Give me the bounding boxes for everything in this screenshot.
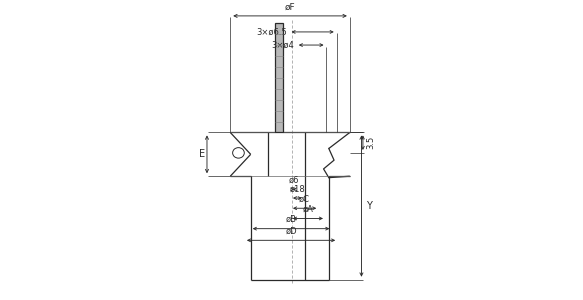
Text: 3×ø4: 3×ø4 [272, 40, 294, 50]
Text: øC: øC [299, 195, 310, 204]
Text: ø18: ø18 [289, 184, 305, 194]
Polygon shape [275, 23, 283, 133]
Text: E: E [199, 149, 205, 159]
Text: øD: øD [285, 227, 297, 236]
Text: Y: Y [366, 201, 372, 211]
Text: 3.5: 3.5 [366, 136, 375, 149]
Text: øB: øB [286, 215, 297, 224]
Text: 3×ø6.5: 3×ø6.5 [257, 27, 287, 36]
Text: øF: øF [285, 2, 296, 11]
Text: ø6: ø6 [289, 176, 299, 185]
Text: øA: øA [303, 205, 314, 214]
